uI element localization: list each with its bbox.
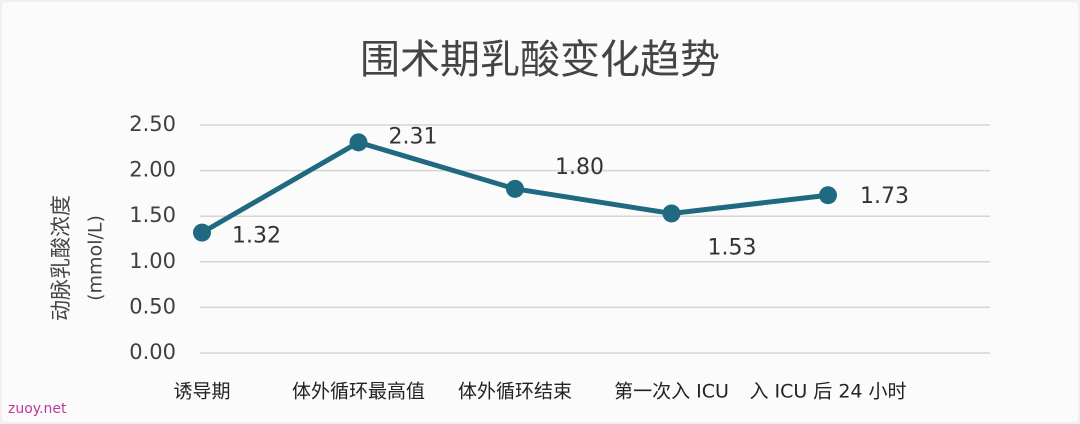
watermark: zuoy.net (8, 401, 67, 417)
data-label: 2.31 (389, 124, 438, 149)
x-tick-label: 诱导期 (173, 381, 230, 403)
point (662, 204, 681, 223)
y-axis-title: 动脉乳酸浓度 (mmol/L) (49, 195, 107, 321)
y-tick-label: 1.50 (129, 203, 176, 227)
x-tick-label: 入 ICU 后 24 小时 (749, 381, 906, 403)
x-tick-label: 体外循环结束 (458, 381, 572, 403)
y-tick-label: 2.50 (129, 112, 176, 136)
y-tick-label: 1.00 (129, 249, 176, 273)
y-axis-label: 动脉乳酸浓度 (49, 195, 73, 321)
data-label: 1.73 (860, 184, 909, 209)
y-tick-label: 0.50 (129, 294, 176, 318)
y-tick-label: 2.00 (129, 158, 176, 182)
point (819, 186, 837, 205)
chart-title: 围术期乳酸变化趋势 (360, 37, 720, 83)
data-label: 1.80 (555, 155, 604, 180)
point (506, 179, 524, 198)
data-label: 1.32 (232, 224, 281, 249)
y-tick-label: 0.00 (129, 340, 176, 364)
y-axis-unit: (mmol/L) (85, 215, 107, 301)
point (349, 133, 368, 152)
x-tick-label: 第一次入 ICU (614, 381, 729, 403)
data-label: 1.53 (708, 235, 757, 260)
point (193, 223, 211, 242)
x-tick-label: 体外循环最高值 (292, 381, 425, 403)
